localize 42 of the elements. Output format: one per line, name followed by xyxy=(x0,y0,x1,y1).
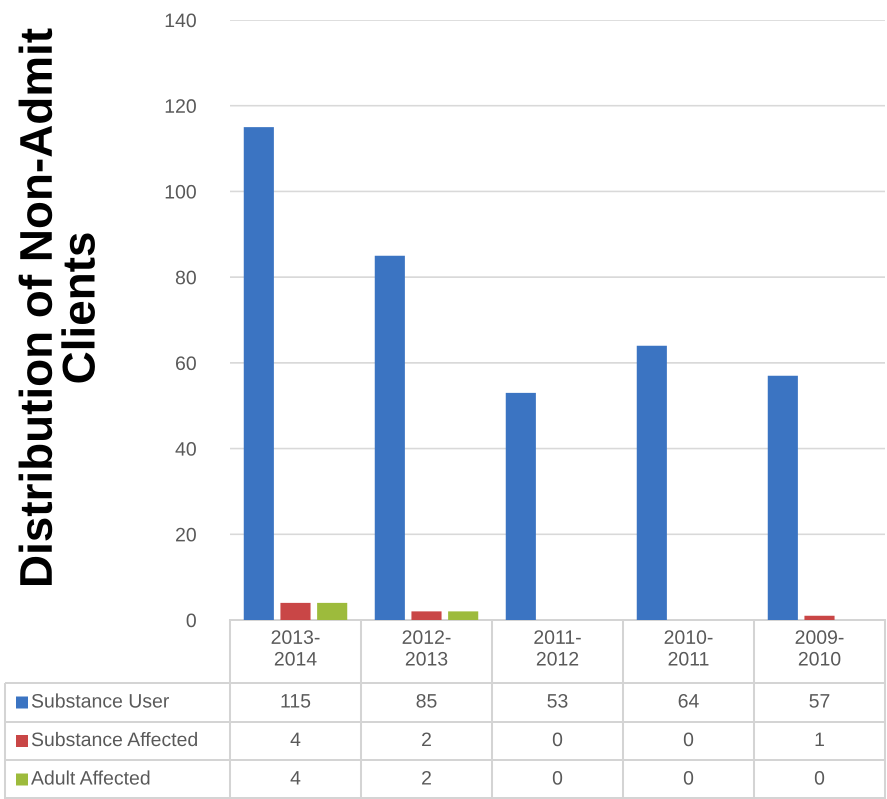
bar xyxy=(317,602,348,620)
y-tick-label: 40 xyxy=(175,442,196,456)
y-tick-label: 120 xyxy=(166,99,196,113)
bar xyxy=(768,376,798,620)
y-tick-label: 80 xyxy=(176,270,196,284)
bar xyxy=(374,256,405,620)
x-tick-label: 2010- 2011 xyxy=(664,630,713,666)
data-label: 4 xyxy=(290,771,300,785)
legend-label: Adult Affected xyxy=(31,770,150,785)
data-label: 2 xyxy=(422,770,431,785)
bar xyxy=(244,127,274,620)
data-label: 85 xyxy=(416,694,436,708)
x-tick-label: 2013- 2014 xyxy=(272,630,320,666)
y-tick-label: 140 xyxy=(166,13,196,28)
bar xyxy=(280,602,311,620)
bar xyxy=(411,611,442,620)
bar xyxy=(804,616,835,620)
y-tick-label: 20 xyxy=(176,528,196,542)
legend-label: Substance Affected xyxy=(32,732,197,746)
data-label: 0 xyxy=(684,732,694,746)
y-tick-label: 100 xyxy=(166,184,196,199)
data-label: 57 xyxy=(809,694,830,708)
bar xyxy=(506,392,536,620)
data-label: 53 xyxy=(547,694,568,708)
y-tick-label: 0 xyxy=(186,613,196,628)
data-label: 0 xyxy=(814,770,824,785)
legend-label: Substance User xyxy=(32,693,170,708)
data-label: 0 xyxy=(552,770,562,785)
x-tick-label: 2009- 2010 xyxy=(796,630,844,666)
y-tick-label: 60 xyxy=(176,356,196,370)
data-label: 4 xyxy=(290,732,300,746)
x-tick-label: 2011- 2012 xyxy=(534,630,581,666)
data-label: 0 xyxy=(684,770,694,785)
x-tick-label: 2012- 2013 xyxy=(402,630,451,666)
data-label: 64 xyxy=(678,694,699,708)
y-axis-title: Distribution of Non-Admit Clients xyxy=(18,28,95,585)
data-label: 1 xyxy=(816,732,824,746)
data-label: 115 xyxy=(281,694,310,708)
bar xyxy=(448,611,478,620)
data-label: 0 xyxy=(552,732,562,746)
bar xyxy=(636,346,667,620)
data-label: 2 xyxy=(422,732,431,746)
